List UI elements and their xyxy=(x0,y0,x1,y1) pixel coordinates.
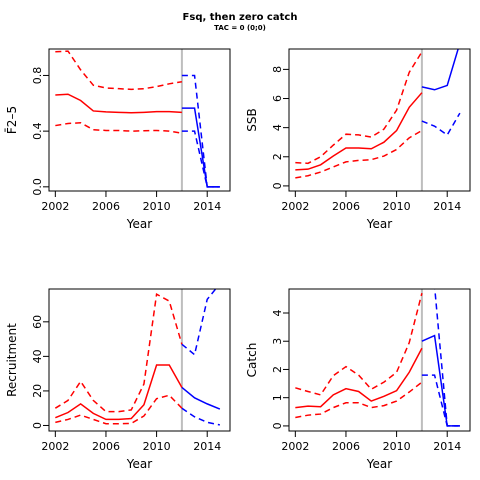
series-projection-upper-fbar xyxy=(181,74,220,188)
x-tick-label-catch: 2006 xyxy=(332,440,360,453)
y-axis-label-fbar: F̄2–5 xyxy=(5,106,19,134)
x-tick-label-catch: 2014 xyxy=(433,440,461,453)
series-projection-upper-recruitment xyxy=(181,289,217,356)
x-tick-label-ssb: 2010 xyxy=(383,200,411,213)
y-tick-label-recruitment: 0 xyxy=(31,422,44,429)
y-tick-label-catch: 1 xyxy=(271,394,284,401)
series-historical-lower-catch xyxy=(295,381,423,419)
x-tick-label-recruitment: 2002 xyxy=(41,440,69,453)
y-tick-label-catch: 2 xyxy=(271,366,284,373)
series-projection-median-ssb xyxy=(421,49,459,91)
x-tick-label-ssb: 2014 xyxy=(433,200,461,213)
series-projection-lower-ssb xyxy=(421,112,461,137)
x-axis-label-ssb: Year xyxy=(366,217,392,231)
y-tick-label-recruitment: 40 xyxy=(31,349,44,363)
x-tick-label-fbar: 2006 xyxy=(92,200,120,213)
series-projection-lower-catch xyxy=(421,374,460,427)
plot-frame-recruitment xyxy=(48,288,231,432)
x-tick-label-fbar: 2010 xyxy=(143,200,171,213)
plot-frame-fbar xyxy=(48,48,231,192)
x-tick-label-catch: 2010 xyxy=(383,440,411,453)
plot-area-recruitment xyxy=(54,289,221,431)
y-tick-label-ssb: 0 xyxy=(271,182,284,189)
y-tick-label-ssb: 6 xyxy=(271,95,284,102)
x-tick-label-recruitment: 2010 xyxy=(143,440,171,453)
x-axis-label-catch: Year xyxy=(366,457,392,471)
figure-subtitle: TAC = 0 (0;0) xyxy=(214,24,266,32)
x-tick-label-recruitment: 2006 xyxy=(92,440,120,453)
y-tick-label-recruitment: 20 xyxy=(31,384,44,398)
series-historical-median-fbar xyxy=(55,93,182,114)
y-tick-label-ssb: 4 xyxy=(271,124,284,131)
plot-frame-ssb xyxy=(288,48,471,192)
series-historical-upper-recruitment xyxy=(54,293,183,413)
series-historical-upper-catch xyxy=(295,293,423,396)
series-projection-lower-fbar xyxy=(181,130,220,188)
series-historical-lower-ssb xyxy=(295,129,423,179)
series-historical-upper-ssb xyxy=(295,51,423,165)
y-tick-label-catch: 3 xyxy=(271,338,284,345)
series-projection-upper-catch xyxy=(434,289,460,427)
plot-area-fbar xyxy=(55,49,220,191)
y-tick-label-catch: 0 xyxy=(271,422,284,429)
x-axis-label-recruitment: Year xyxy=(126,457,152,471)
y-tick-label-catch: 4 xyxy=(271,309,284,316)
y-axis-label-recruitment: Recruitment xyxy=(5,323,19,397)
y-tick-label-recruitment: 60 xyxy=(31,315,44,329)
x-tick-label-ssb: 2006 xyxy=(332,200,360,213)
y-axis-label-ssb: SSB xyxy=(245,108,259,131)
panel-ssb: 2002 2006 2010 2014 0 2 4 6 8 Year SSB xyxy=(245,48,471,231)
panel-catch: 2002 2006 2010 2014 0 1 2 3 4 Year Catch xyxy=(245,288,471,471)
x-tick-label-fbar: 2014 xyxy=(193,200,221,213)
x-tick-label-ssb: 2002 xyxy=(281,200,309,213)
series-historical-upper-fbar xyxy=(55,50,183,91)
series-historical-median-ssb xyxy=(295,92,423,171)
series-historical-median-recruitment xyxy=(55,364,183,421)
x-axis-label-fbar: Year xyxy=(126,217,152,231)
series-historical-lower-recruitment xyxy=(55,394,183,425)
y-tick-label-ssb: 2 xyxy=(271,153,284,160)
x-tick-label-catch: 2002 xyxy=(281,440,309,453)
panel-recruitment: 2002 2006 2010 2014 0 20 40 60 Year Recruitment xyxy=(5,288,231,471)
figure-title: Fsq, then zero catch xyxy=(183,12,298,23)
y-tick-label-fbar: 0.0 xyxy=(31,178,44,196)
series-historical-median-catch xyxy=(295,347,423,409)
plot-frame-catch xyxy=(288,288,471,432)
y-tick-label-ssb: 8 xyxy=(271,66,284,73)
x-tick-label-recruitment: 2014 xyxy=(193,440,221,453)
y-tick-label-fbar: 0.8 xyxy=(31,67,44,85)
series-projection-median-recruitment xyxy=(181,386,221,410)
series-projection-median-fbar xyxy=(181,107,220,188)
series-historical-lower-fbar xyxy=(55,122,183,134)
plot-area-ssb xyxy=(295,49,461,191)
panel-fbar: 2002 2006 2010 2014 0.0 0.4 0.8 Year F̄2–5 xyxy=(5,48,231,231)
x-tick-label-fbar: 2002 xyxy=(41,200,69,213)
y-tick-label-fbar: 0.4 xyxy=(31,122,44,140)
y-axis-label-catch: Catch xyxy=(245,343,259,378)
plot-area-catch xyxy=(295,289,460,431)
series-projection-lower-recruitment xyxy=(181,407,221,426)
